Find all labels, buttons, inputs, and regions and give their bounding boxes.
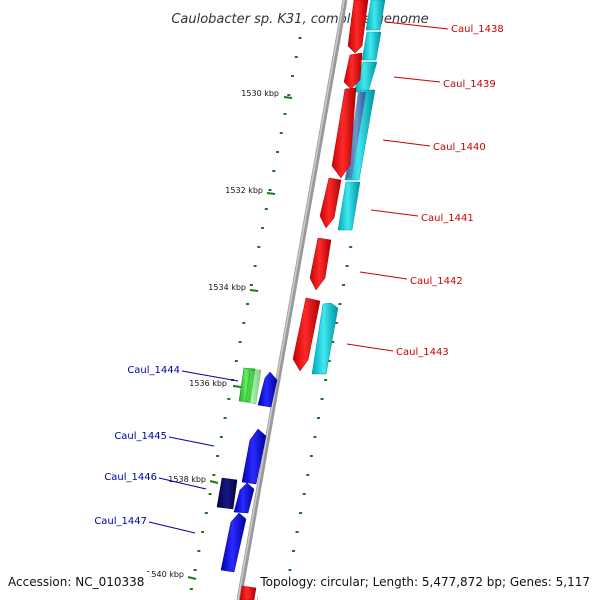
tick-1536: 1536 kbp xyxy=(189,379,242,388)
leader-line xyxy=(168,436,215,447)
gene-label-caul-1446[interactable]: Caul_1446 xyxy=(104,472,157,483)
leader-line xyxy=(158,477,207,490)
leader-line xyxy=(393,76,441,83)
leader-line xyxy=(148,521,196,534)
cds-feature xyxy=(311,302,339,375)
tick-label: 1536 kbp xyxy=(189,379,227,388)
reverse-gene-track xyxy=(216,367,278,600)
cds-feature xyxy=(361,31,382,61)
gene-label-caul-1438[interactable]: Caul_1438 xyxy=(451,24,504,35)
footer-accession: Accession: NC_010338 xyxy=(8,575,144,589)
tick-1534: 1534 kbp xyxy=(208,283,259,292)
leader-line xyxy=(181,370,239,382)
reverse-gene-labels: Caul_1444 Caul_1445 Caul_1446 Caul_1447 xyxy=(94,365,239,534)
leader-line xyxy=(359,271,408,280)
tick-1530: 1530 kbp xyxy=(241,89,293,99)
gene-arrow-caul-1438[interactable] xyxy=(347,0,369,54)
tick-dots xyxy=(189,37,302,590)
gene-arrow-caul-1440[interactable] xyxy=(331,87,357,179)
tick-1532: 1532 kbp xyxy=(225,186,276,195)
gene-label-caul-1445[interactable]: Caul_1445 xyxy=(114,431,167,442)
gene-arrow-caul-1446[interactable] xyxy=(233,482,255,514)
gene-arrow-caul-1442[interactable] xyxy=(309,237,332,291)
forward-cds-track xyxy=(311,0,386,375)
gene-label-caul-1443[interactable]: Caul_1443 xyxy=(396,347,449,358)
gene-label-caul-1444[interactable]: Caul_1444 xyxy=(127,365,180,376)
gene-label-caul-1442[interactable]: Caul_1442 xyxy=(410,276,463,287)
gene-label-caul-1439[interactable]: Caul_1439 xyxy=(443,79,496,90)
leader-line xyxy=(385,21,449,30)
tick-label: 1530 kbp xyxy=(241,89,279,98)
genome-backbone xyxy=(236,0,348,600)
gene-arrow-caul-1447[interactable] xyxy=(220,512,247,573)
gene-arrow-caul-1444[interactable] xyxy=(257,371,278,408)
footer-accession-bg xyxy=(0,572,150,600)
tick-label: 1540 kbp xyxy=(146,570,184,579)
tick-label: 1538 kbp xyxy=(168,475,206,484)
gene-arrow-partial xyxy=(239,585,257,600)
tick-1538: 1538 kbp xyxy=(168,475,219,484)
gene-arrow-caul-1446-a[interactable] xyxy=(216,477,238,510)
gene-label-caul-1440[interactable]: Caul_1440 xyxy=(433,142,486,153)
cds-feature-overlap xyxy=(346,92,366,178)
forward-gene-labels: Caul_1438 Caul_1439 Caul_1440 Caul_1441 … xyxy=(346,21,504,358)
gene-arrow-caul-1443[interactable] xyxy=(292,297,321,372)
gene-arrow-green-shade xyxy=(244,369,262,405)
gene-arrow-caul-1439[interactable] xyxy=(343,52,363,90)
map-title: Caulobacter sp. K31, complete genome xyxy=(171,12,428,27)
tick-label: 1534 kbp xyxy=(208,283,246,292)
gene-label-caul-1441[interactable]: Caul_1441 xyxy=(421,213,474,224)
outer-dots xyxy=(284,246,353,590)
footer-summary: Topology: circular; Length: 5,477,872 bp… xyxy=(259,575,590,589)
gene-label-caul-1447[interactable]: Caul_1447 xyxy=(94,516,147,527)
leader-line xyxy=(382,139,431,147)
forward-gene-track xyxy=(239,0,369,600)
gene-arrow-caul-1445[interactable] xyxy=(241,428,267,485)
cds-feature xyxy=(337,181,361,231)
tick-label: 1532 kbp xyxy=(225,186,263,195)
gene-arrow-caul-1441[interactable] xyxy=(319,177,342,229)
cds-feature xyxy=(365,0,386,31)
leader-line xyxy=(370,209,419,217)
footer-summary-bg xyxy=(258,572,600,600)
leader-line xyxy=(346,343,394,352)
tick-1540: 1540 kbp xyxy=(146,570,197,580)
genome-backbone-highlight xyxy=(237,0,345,600)
